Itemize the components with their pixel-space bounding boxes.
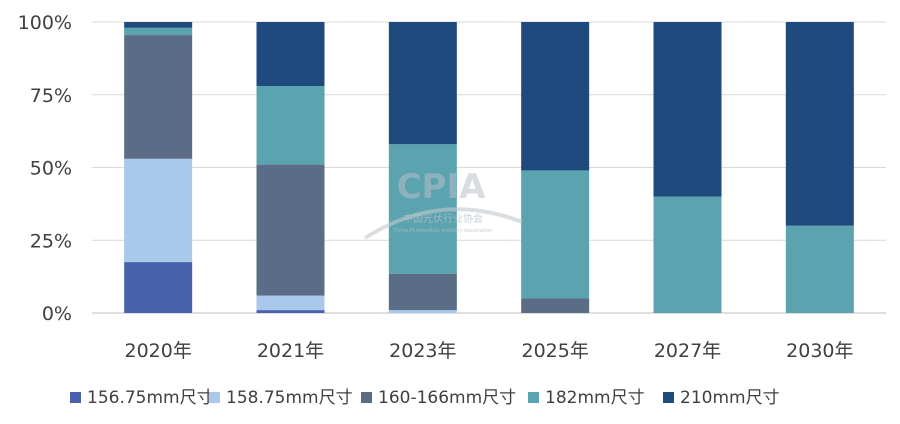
- y-tick-label: 100%: [18, 12, 72, 34]
- bar-segment: [256, 310, 325, 313]
- legend-swatch: [209, 392, 220, 403]
- bar-segment: [124, 35, 193, 159]
- y-tick-label: 25%: [30, 230, 72, 252]
- watermark-logo-text: CPIA: [397, 167, 487, 207]
- bar-segment: [388, 22, 457, 145]
- y-tick-label: 0%: [42, 303, 72, 325]
- legend-swatch: [70, 392, 81, 403]
- bar-segment: [388, 273, 457, 311]
- gridlines: [92, 21, 886, 314]
- legend-label: 156.75mm尺寸: [87, 388, 214, 408]
- bar-series: [124, 22, 854, 313]
- x-tick-label: 2030年: [786, 340, 853, 362]
- bar-segment: [124, 158, 193, 263]
- y-axis-ticks: 0% 25% 50% 75% 100%: [18, 12, 72, 325]
- legend-label: 158.75mm尺寸: [226, 388, 353, 408]
- x-tick-label: 2023年: [389, 340, 456, 362]
- bar-segment: [521, 298, 590, 313]
- cpia-watermark: CPIA 中国光伏行业协会 China Photovoltaic Industr…: [363, 167, 523, 240]
- bar-segment: [785, 225, 854, 313]
- bar-segment: [124, 22, 193, 28]
- y-tick-label: 50%: [30, 158, 72, 180]
- bar-segment: [256, 164, 325, 296]
- x-tick-label: 2021年: [257, 340, 324, 362]
- watermark-cn-text: 中国光伏行业协会: [403, 212, 483, 225]
- bar-segment: [388, 310, 457, 313]
- bar-segment: [785, 22, 854, 226]
- watermark-en-text: China Photovoltaic Industry Association: [394, 228, 493, 234]
- bar-segment: [653, 22, 722, 197]
- x-tick-label: 2020年: [124, 340, 191, 362]
- x-axis-ticks: 2020年 2021年 2023年 2025年 2027年 2030年: [124, 340, 853, 362]
- bar-segment: [521, 170, 590, 299]
- bar-segment: [653, 196, 722, 313]
- legend-swatch: [663, 392, 674, 403]
- bar-segment: [256, 295, 325, 311]
- x-tick-label: 2027年: [654, 340, 721, 362]
- watermark-arc: [363, 207, 523, 240]
- bar-segment: [124, 262, 193, 313]
- bar-segment: [521, 22, 590, 171]
- bar-segment: [124, 27, 193, 36]
- legend-label: 160-166mm尺寸: [378, 388, 516, 408]
- y-tick-label: 75%: [30, 85, 72, 107]
- bar-segment: [256, 22, 325, 87]
- x-tick-label: 2025年: [521, 340, 588, 362]
- legend: 156.75mm尺寸 158.75mm尺寸 160-166mm尺寸 182mm尺寸 21…: [70, 388, 780, 408]
- bar-segment: [256, 86, 325, 165]
- legend-label: 182mm尺寸: [545, 388, 645, 408]
- legend-swatch: [528, 392, 539, 403]
- legend-swatch: [361, 392, 372, 403]
- legend-label: 210mm尺寸: [680, 388, 780, 408]
